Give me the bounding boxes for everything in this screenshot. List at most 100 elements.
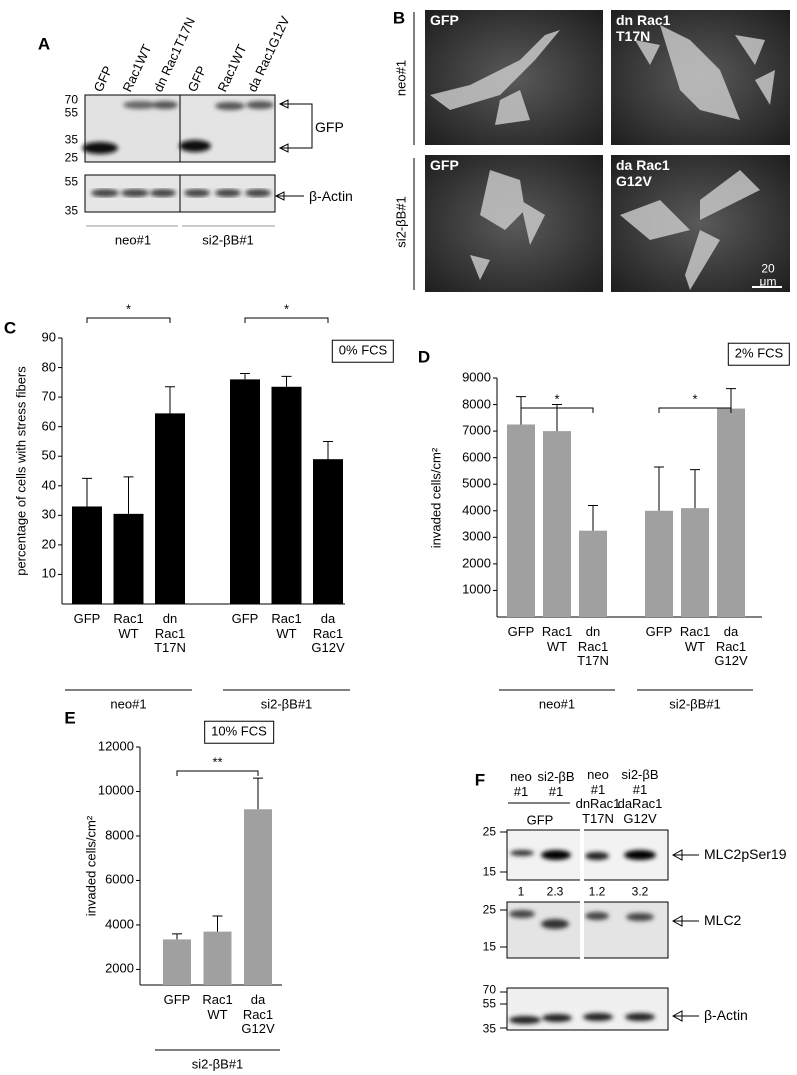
significance-label: * [283,301,290,317]
y-tick-label: 12000 [97,738,134,754]
y-tick-label: 6000 [462,449,491,465]
bar [645,510,673,617]
x-tick-label: dn Rac1 T17N [577,624,609,669]
bar [113,513,144,604]
error-bar [281,375,292,387]
mw-marker: 70 [64,92,78,107]
x-tick-label: da Rac1 G12V [714,624,748,669]
y-tick-label: 40 [41,477,56,493]
band-label: MLC2 [704,912,742,929]
bar [244,809,272,985]
y-tick-label: 3000 [462,529,491,545]
mw-marker: 55 [64,174,78,189]
y-tick-label: 80 [41,359,56,375]
mw-marker: 55 [64,105,78,120]
condition-box: 0% FCS [331,339,395,363]
y-tick-label: 1000 [462,582,491,598]
y-tick-label: 4000 [105,916,134,932]
y-tick-label: 50 [41,447,56,463]
lane-label: neo #1 dnRac1 T17N [575,767,621,826]
group-label: neo#1 [114,232,152,248]
y-axis-label: invaded cells/cm² [83,815,99,917]
error-bar [588,504,598,531]
significance-bracket [244,317,329,323]
significance-bracket [176,770,259,776]
x-tick-label: Rac1 WT [679,624,711,654]
image-label: dn Rac1 T17N [616,12,671,44]
x-tick-label: GFP [231,611,259,626]
group-label: si2-βB#1 [669,696,721,712]
group-label: neo#1 [538,696,576,712]
group-label: si2-βB#1 [260,696,313,712]
bar [717,408,745,617]
lane-label: si2-βB #1 [537,769,575,799]
error-bar [212,915,223,932]
error-bar [82,477,92,507]
y-tick-label: 4000 [462,502,491,518]
y-tick-label: 9000 [462,369,491,385]
panel-label: F [474,770,486,790]
y-tick-label: 20 [41,536,56,552]
mw-marker: 25 [64,150,78,165]
x-tick-label: GFP [645,624,673,639]
row-label: si2-βB#1 [393,196,409,248]
image-label: da Rac1 G12V [616,157,670,189]
y-tick-label: 6000 [105,872,134,888]
x-tick-label: Rac1 WT [541,624,573,654]
y-axis-label: percentage of cells with stress fibers [13,366,29,576]
ratio-label: 1.2 [588,884,606,899]
panel-label: C [3,318,17,338]
x-tick-label: Rac1 WT [202,992,233,1022]
image-label: GFP [430,12,459,28]
mw-marker: 15 [482,939,496,954]
bar [163,939,191,985]
bar [203,931,232,985]
y-tick-label: 30 [41,507,56,523]
significance-bracket [86,317,171,323]
y-tick-label: 90 [41,329,56,345]
panel-label: B [392,8,406,28]
micrographs [413,10,790,292]
x-tick-label: GFP [73,611,101,626]
bar [155,413,185,604]
x-tick-label: da Rac1 G12V [311,611,345,656]
x-tick-label: da Rac1 G12V [241,992,275,1037]
condition-box: 2% FCS [727,342,791,366]
x-tick-label: GFP [163,992,191,1007]
y-tick-label: 7000 [462,422,491,438]
band-label: β-Actin [704,1007,748,1024]
significance-label: * [125,301,132,317]
error-bar [253,777,263,810]
y-axis-label: invaded cells/cm² [428,447,444,548]
bar [579,530,607,617]
ratio-label: 1 [517,884,525,899]
error-bar [726,388,736,409]
group-label: si2-βB#1 [191,1056,244,1072]
error-bar [654,466,664,511]
bar [271,386,302,604]
group-label: neo#1 [110,696,147,712]
y-tick-label: 70 [41,388,56,404]
ratio-label: 3.2 [631,884,649,899]
mw-marker: 70 [482,982,496,997]
mw-marker: 35 [482,1021,496,1036]
band-label: β-Actin [309,188,353,205]
x-tick-label: dn Rac1 T17N [154,611,186,656]
lane-label: neo #1 [510,769,532,799]
significance-label: * [692,391,698,407]
x-tick-label: Rac1 WT [113,611,144,641]
bar [230,379,260,604]
significance-label: ** [212,754,223,770]
error-bar [323,440,333,460]
mw-marker: 15 [482,864,496,879]
significance-bracket [658,407,732,413]
error-bar [172,933,182,940]
significance-label: * [554,391,560,407]
y-tick-label: 10000 [97,783,134,799]
blot-f [500,802,699,1031]
bar [313,459,343,604]
band-label: MLC2pSer19 [704,846,787,863]
y-tick-label: 10 [41,566,56,582]
bar [507,424,535,617]
